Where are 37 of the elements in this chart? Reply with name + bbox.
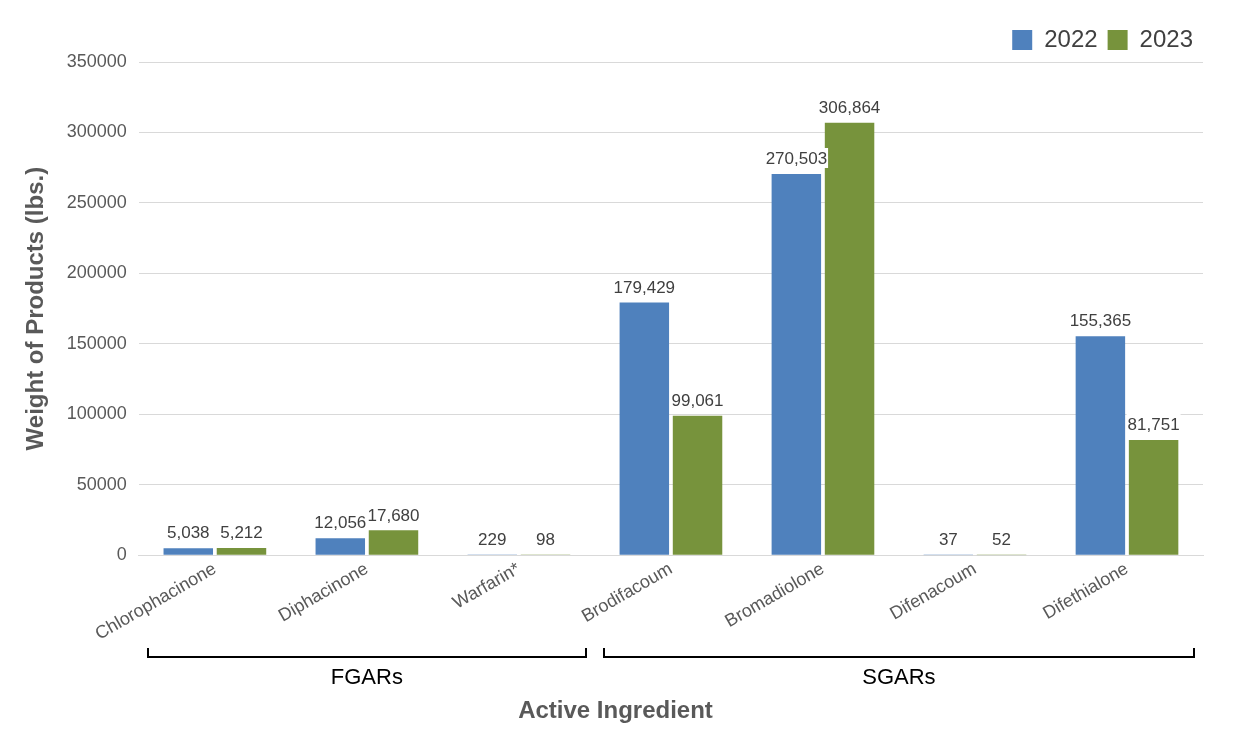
data-label: 5,212 (220, 523, 263, 543)
bar (771, 174, 822, 555)
data-label: 179,429 (613, 277, 676, 297)
data-label: 12,056 (314, 513, 367, 533)
x-axis-title: Active Ingredient (517, 696, 714, 724)
data-label: 52 (992, 530, 1012, 550)
bar (1128, 440, 1179, 555)
y-tick-label: 100000 (66, 403, 127, 424)
bar (368, 530, 419, 555)
y-tick-label: 300000 (66, 121, 127, 142)
data-label: 229 (478, 530, 507, 550)
y-tick-label: 350000 (66, 50, 127, 71)
y-tick-label: 200000 (66, 262, 127, 283)
bar (1075, 336, 1126, 555)
bar (163, 548, 214, 555)
data-label: 5,038 (167, 523, 210, 543)
data-label: 17,680 (367, 505, 420, 525)
y-tick-label: 50000 (76, 473, 127, 494)
y-axis-title: Weight of Products (lbs.) (21, 166, 49, 451)
legend-label: 2022 (1044, 24, 1098, 52)
legend-label: 2023 (1139, 24, 1193, 52)
y-tick-label: 250000 (66, 191, 127, 212)
text: FGARs (329, 664, 404, 690)
y-tick-label: 150000 (66, 332, 127, 353)
text: SGARs (861, 664, 937, 690)
data-label: 98 (536, 530, 555, 550)
bar (216, 547, 267, 555)
data-label: 37 (938, 530, 958, 550)
y-tick-label: 0 (116, 544, 127, 565)
bar (619, 302, 670, 555)
bar (672, 415, 723, 555)
data-label: 81,751 (1127, 415, 1180, 435)
bar (315, 538, 366, 555)
data-label: 306,864 (818, 97, 881, 117)
data-label: 99,061 (671, 390, 724, 410)
data-label: 155,365 (1069, 311, 1132, 331)
data-label: 270,503 (765, 149, 828, 169)
